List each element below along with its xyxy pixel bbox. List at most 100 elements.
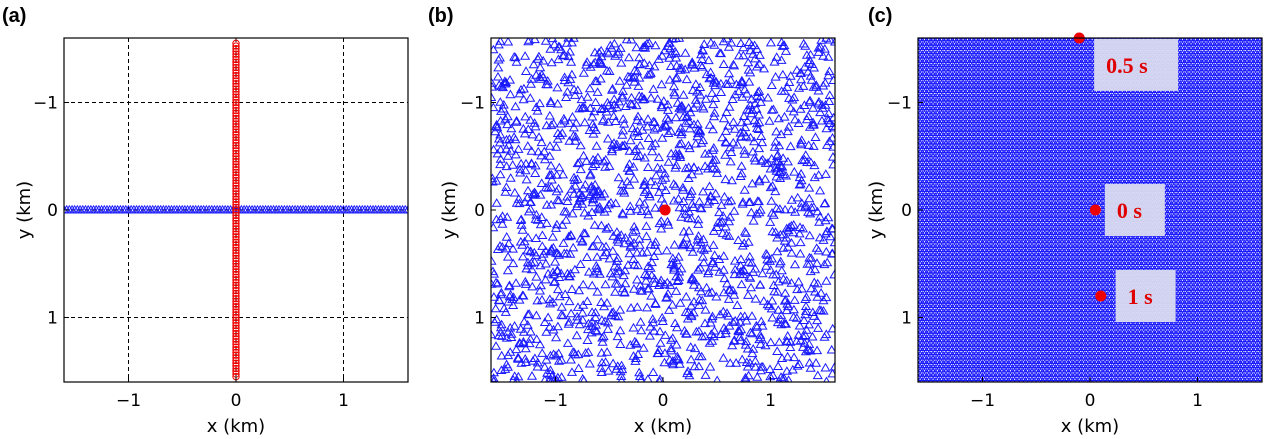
receiver-marker xyxy=(739,185,750,194)
receiver-marker xyxy=(594,202,605,211)
receiver-marker xyxy=(703,148,714,158)
receiver-marker xyxy=(597,337,608,346)
source-marker xyxy=(232,351,240,359)
receiver-marker xyxy=(544,110,555,120)
y-tick-label: −1 xyxy=(33,94,58,114)
receiver-marker xyxy=(615,305,626,314)
receiver-marker xyxy=(540,375,549,382)
receiver-marker xyxy=(532,54,544,63)
receiver-marker xyxy=(627,227,638,236)
receiver-marker xyxy=(665,126,676,135)
receiver-marker xyxy=(501,161,512,171)
receiver-marker xyxy=(663,38,674,47)
receiver-marker xyxy=(634,197,645,206)
receiver-marker xyxy=(612,331,623,341)
receiver-marker xyxy=(724,321,735,330)
receiver-marker xyxy=(773,113,784,123)
receiver-marker xyxy=(504,280,515,290)
receiver-marker xyxy=(561,215,572,224)
receiver-marker xyxy=(720,126,732,135)
receiver-marker xyxy=(750,155,761,165)
receiver-marker xyxy=(813,170,824,179)
receiver-marker xyxy=(607,83,618,93)
receiver-marker xyxy=(715,309,726,319)
receiver-marker xyxy=(632,274,643,284)
receiver-marker xyxy=(788,220,799,229)
source-marker xyxy=(232,147,240,155)
receiver-marker xyxy=(560,289,571,298)
receiver-marker xyxy=(740,122,751,132)
receiver-marker xyxy=(675,298,686,307)
receiver-marker xyxy=(604,66,615,75)
receiver-marker xyxy=(662,99,673,109)
receiver-marker xyxy=(657,50,668,60)
receiver-marker xyxy=(697,252,708,261)
receiver-marker xyxy=(786,204,797,214)
source-marker xyxy=(232,165,240,174)
receiver-marker xyxy=(657,312,668,322)
receiver-marker xyxy=(641,185,652,194)
receiver-marker xyxy=(496,287,507,297)
receiver-marker xyxy=(699,331,710,340)
receiver-marker xyxy=(705,361,716,371)
receiver-marker xyxy=(617,209,628,219)
receiver-marker xyxy=(546,174,557,184)
receiver-marker xyxy=(542,76,553,85)
receiver-marker xyxy=(743,257,754,266)
receiver-marker xyxy=(815,42,826,51)
receiver-marker xyxy=(660,330,671,339)
receiver-marker xyxy=(541,120,552,130)
receiver-marker xyxy=(509,187,520,197)
receiver-marker xyxy=(503,296,514,306)
receiver-marker xyxy=(786,278,797,287)
receiver-marker xyxy=(563,231,574,241)
receiver-marker xyxy=(674,148,685,158)
receiver-marker xyxy=(529,38,540,44)
receiver-marker xyxy=(692,265,704,274)
receiver-marker xyxy=(723,311,734,320)
receiver-marker xyxy=(513,354,524,363)
receiver-marker xyxy=(822,257,833,267)
receiver-marker xyxy=(780,170,792,180)
receiver-marker xyxy=(531,271,542,281)
receiver-marker xyxy=(711,76,722,86)
receiver-marker xyxy=(626,92,637,102)
receiver-marker xyxy=(686,186,697,195)
receiver-marker xyxy=(625,340,636,349)
receiver-marker xyxy=(707,145,718,154)
receiver-marker xyxy=(568,122,579,132)
receiver-marker xyxy=(491,367,499,377)
receiver-marker xyxy=(635,150,646,160)
receiver-marker xyxy=(715,48,727,58)
receiver-marker xyxy=(754,117,765,127)
receiver-marker xyxy=(728,336,739,345)
receiver-marker xyxy=(706,329,717,338)
y-tick-label: 1 xyxy=(474,309,485,329)
receiver-marker xyxy=(754,59,765,68)
receiver-marker xyxy=(612,262,624,272)
receiver-marker xyxy=(582,296,593,305)
receiver-marker xyxy=(694,196,705,206)
receiver-marker xyxy=(603,317,614,327)
receiver-marker xyxy=(553,54,564,64)
receiver-marker xyxy=(804,339,815,348)
receiver-marker xyxy=(718,113,729,123)
y-tick-label: 0 xyxy=(47,201,58,221)
receiver-marker xyxy=(633,81,644,90)
receiver-marker xyxy=(507,294,518,304)
source-marker xyxy=(232,230,240,238)
receiver-marker xyxy=(647,146,658,156)
receiver-marker xyxy=(741,228,752,237)
receiver-marker xyxy=(786,195,797,204)
receiver-marker xyxy=(545,44,556,53)
receiver-marker xyxy=(741,315,752,325)
receiver-marker xyxy=(774,160,785,169)
receiver-marker xyxy=(673,252,684,261)
receiver-marker xyxy=(624,72,635,82)
receiver-marker xyxy=(698,103,709,113)
receiver-marker xyxy=(828,159,835,169)
receiver-marker xyxy=(641,231,652,241)
receiver-marker xyxy=(564,46,575,56)
receiver-marker xyxy=(630,356,641,365)
receiver-marker xyxy=(693,231,704,240)
